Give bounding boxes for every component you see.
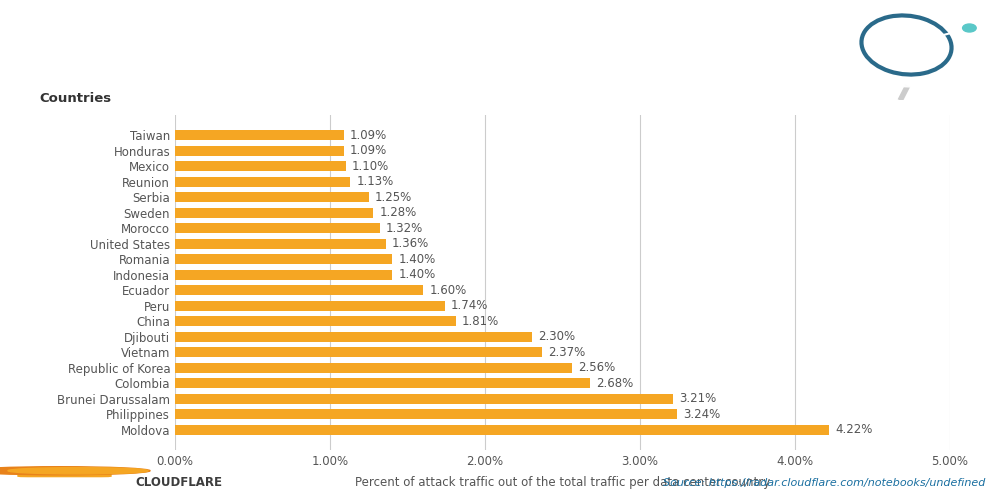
Text: 2.68%: 2.68% — [597, 376, 634, 390]
Text: 1.40%: 1.40% — [398, 268, 435, 281]
Bar — [175, 130, 344, 140]
Text: DDoS Activity by Cloudflare data center country: DDoS Activity by Cloudflare data center … — [25, 38, 666, 62]
Circle shape — [0, 468, 110, 474]
Bar — [175, 208, 373, 218]
Circle shape — [0, 466, 150, 475]
Bar — [175, 285, 423, 296]
Bar — [175, 409, 677, 420]
Bar — [175, 394, 673, 404]
Text: CLOUDFLARE: CLOUDFLARE — [135, 476, 222, 490]
Text: 2.56%: 2.56% — [578, 361, 615, 374]
Text: 1.09%: 1.09% — [350, 129, 387, 142]
Text: 1.10%: 1.10% — [352, 160, 389, 173]
Text: 1.40%: 1.40% — [398, 253, 435, 266]
Text: 1.28%: 1.28% — [380, 206, 417, 220]
Text: 3.24%: 3.24% — [683, 408, 721, 420]
Bar — [175, 176, 350, 187]
Circle shape — [963, 24, 976, 32]
Text: 1.13%: 1.13% — [356, 176, 394, 188]
Circle shape — [8, 468, 148, 474]
Ellipse shape — [842, 3, 971, 87]
Text: Source: https://radar.cloudflare.com/notebooks/undefined: Source: https://radar.cloudflare.com/not… — [663, 478, 985, 488]
Text: 2.30%: 2.30% — [538, 330, 575, 343]
Bar — [175, 223, 380, 234]
Bar — [175, 192, 369, 202]
Text: 1.09%: 1.09% — [350, 144, 387, 158]
Bar — [175, 316, 456, 326]
Text: 1.81%: 1.81% — [462, 314, 499, 328]
Bar — [175, 347, 542, 358]
FancyBboxPatch shape — [18, 470, 111, 476]
Text: Countries: Countries — [39, 92, 112, 105]
Text: 4.22%: 4.22% — [835, 423, 873, 436]
Text: 1.25%: 1.25% — [375, 191, 412, 204]
Text: 2.37%: 2.37% — [549, 346, 586, 358]
Bar — [175, 146, 344, 156]
X-axis label: Percent of attack traffic out of the total traffic per data center country: Percent of attack traffic out of the tot… — [355, 476, 770, 489]
Bar — [175, 161, 346, 172]
Bar — [175, 362, 572, 373]
Bar — [175, 424, 829, 435]
Circle shape — [37, 468, 147, 473]
Bar — [175, 254, 392, 264]
Text: 1.36%: 1.36% — [392, 238, 429, 250]
Text: 1.32%: 1.32% — [386, 222, 423, 235]
Bar — [175, 270, 392, 280]
Text: 1.74%: 1.74% — [451, 299, 488, 312]
Text: 3.21%: 3.21% — [679, 392, 716, 405]
Text: 1.60%: 1.60% — [429, 284, 466, 296]
Bar — [175, 300, 445, 311]
Bar — [175, 238, 386, 249]
Bar — [175, 378, 590, 388]
Bar — [175, 332, 532, 342]
